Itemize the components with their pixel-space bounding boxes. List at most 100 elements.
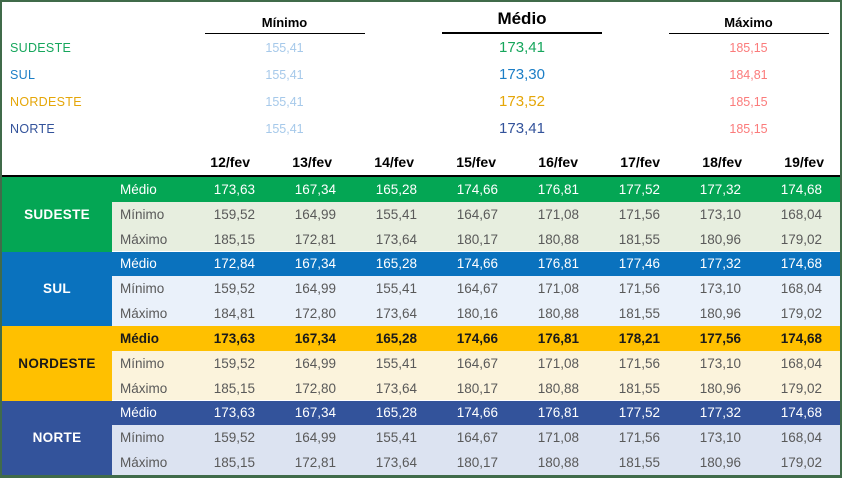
value-cell: 177,52: [618, 405, 660, 421]
value-cell: 174,68: [780, 330, 822, 346]
value-cell: 173,10: [699, 281, 741, 297]
value-cell: 173,64: [375, 380, 417, 396]
value-cell: 164,99: [294, 206, 336, 222]
min-header: Mínimo: [204, 15, 365, 34]
stat-row-label: Mínimo: [120, 281, 165, 297]
summary-row: SUL 155,41 173,30 184,81: [2, 61, 840, 88]
value-cell: 171,56: [618, 206, 660, 222]
value-cell: 180,96: [699, 306, 741, 322]
region-block-sul: SUL Médio 172,84 167,34 165,28 174,66 176,81 17…: [2, 251, 840, 326]
value-cell: 180,96: [699, 231, 741, 247]
summary-header-row: Mínimo Médio Máximo: [2, 2, 840, 34]
region-table: SUDESTE Médio 173,63 167,34 165,28 174,66 176,…: [2, 177, 840, 475]
date-header: 19/fev: [784, 153, 824, 170]
value-cell: 174,68: [780, 405, 822, 421]
value-cell: 177,56: [699, 330, 741, 346]
region-block-label: NORTE: [2, 400, 112, 475]
summary-avg-value: 173,30: [499, 66, 545, 83]
value-cell: 173,10: [699, 355, 741, 371]
value-cell: 164,67: [456, 355, 498, 371]
value-cell: 179,02: [780, 306, 822, 322]
value-cell: 180,17: [456, 455, 498, 471]
stat-row-avg: Médio 173,63 167,34 165,28 174,66 176,81 178,2…: [112, 326, 840, 351]
stat-row-max: Máximo 185,15 172,80 173,64 180,17 180,88 181,…: [112, 375, 840, 401]
value-cell: 181,55: [618, 306, 660, 322]
summary-min-value: 155,41: [265, 94, 304, 109]
value-cell: 181,55: [618, 455, 660, 471]
value-cell: 159,52: [213, 355, 255, 371]
region-block-nordeste: NORDESTE Médio 173,63 167,34 165,28 174,66 176…: [2, 326, 840, 401]
value-cell: 174,66: [456, 405, 498, 421]
region-block-rows: Médio 173,63 167,34 165,28 174,66 176,81 177,5…: [112, 400, 840, 476]
value-cell: 173,63: [213, 330, 255, 346]
value-cell: 173,64: [375, 231, 417, 247]
stat-row-avg: Médio 173,63 167,34 165,28 174,66 176,81 177,5…: [112, 400, 840, 426]
summary-row: SUDESTE 155,41 173,41 185,15: [2, 34, 840, 61]
value-cell: 181,55: [618, 380, 660, 396]
value-cell: 164,99: [294, 355, 336, 371]
value-cell: 172,81: [294, 455, 336, 471]
stat-row-max: Máximo 184,81 172,80 173,64 180,16 180,88 181,…: [112, 301, 840, 326]
value-cell: 174,66: [456, 181, 498, 197]
date-header: 18/fev: [702, 153, 742, 170]
max-header: Máximo: [668, 15, 829, 34]
summary-row: NORDESTE 155,41 173,52 185,15: [2, 88, 840, 115]
value-cell: 177,52: [618, 181, 660, 197]
value-cell: 165,28: [375, 256, 417, 272]
value-cell: 171,56: [618, 281, 660, 297]
value-cell: 164,67: [456, 281, 498, 297]
region-block-label: SUDESTE: [2, 177, 112, 252]
summary-row: NORTE 155,41 173,41 185,15: [2, 115, 840, 142]
stat-row-label: Mínimo: [120, 206, 165, 222]
value-cell: 168,04: [780, 355, 822, 371]
value-cell: 168,04: [780, 206, 822, 222]
value-cell: 167,34: [294, 181, 336, 197]
summary-region-label: NORTE: [10, 121, 56, 136]
value-cell: 174,68: [780, 181, 822, 197]
region-block-sudeste: SUDESTE Médio 173,63 167,34 165,28 174,66 176,…: [2, 177, 840, 252]
value-cell: 172,80: [294, 306, 336, 322]
date-header-row: 12/fev 13/fev 14/fev 15/fev 16/fev 17/fev 18/f…: [2, 148, 840, 177]
summary-region-label: NORDESTE: [10, 94, 82, 109]
value-cell: 171,56: [618, 355, 660, 371]
value-cell: 172,81: [294, 231, 336, 247]
stat-row-label: Máximo: [120, 306, 168, 322]
date-header: 16/fev: [538, 153, 578, 170]
stat-row-min: Mínimo 159,52 164,99 155,41 164,67 171,08 171,…: [112, 350, 840, 376]
stat-row-min: Mínimo 159,52 164,99 155,41 164,67 171,08 171,…: [112, 276, 840, 302]
value-cell: 180,17: [456, 231, 498, 247]
value-cell: 176,81: [537, 330, 579, 346]
value-cell: 181,55: [618, 231, 660, 247]
date-header: 12/fev: [210, 153, 250, 170]
value-cell: 180,96: [699, 455, 741, 471]
value-cell: 177,46: [618, 256, 660, 272]
stat-row-label: Mínimo: [120, 430, 165, 446]
value-cell: 159,52: [213, 206, 255, 222]
stat-row-label: Médio: [120, 181, 157, 197]
value-cell: 171,08: [537, 206, 579, 222]
summary-avg-value: 173,41: [499, 120, 545, 137]
value-cell: 155,41: [375, 430, 417, 446]
summary-min-value: 155,41: [265, 121, 304, 136]
value-cell: 165,28: [375, 181, 417, 197]
value-cell: 180,88: [537, 455, 579, 471]
summary-region-label: SUL: [10, 67, 36, 82]
summary-section: Mínimo Médio Máximo SUDESTE 155,41 173,41 1…: [2, 2, 840, 148]
value-cell: 173,10: [699, 206, 741, 222]
value-cell: 165,28: [375, 330, 417, 346]
stat-row-label: Máximo: [120, 380, 168, 396]
value-cell: 165,28: [375, 405, 417, 421]
value-cell: 173,64: [375, 306, 417, 322]
value-cell: 179,02: [780, 231, 822, 247]
date-header: 15/fev: [456, 153, 496, 170]
value-cell: 177,32: [699, 181, 741, 197]
value-cell: 176,81: [537, 181, 579, 197]
region-block-norte: NORTE Médio 173,63 167,34 165,28 174,66 176,81…: [2, 400, 840, 476]
value-cell: 168,04: [780, 430, 822, 446]
value-cell: 164,99: [294, 430, 336, 446]
summary-min-value: 155,41: [265, 67, 304, 82]
value-cell: 174,68: [780, 256, 822, 272]
value-cell: 173,63: [213, 181, 255, 197]
stat-row-label: Máximo: [120, 455, 168, 471]
